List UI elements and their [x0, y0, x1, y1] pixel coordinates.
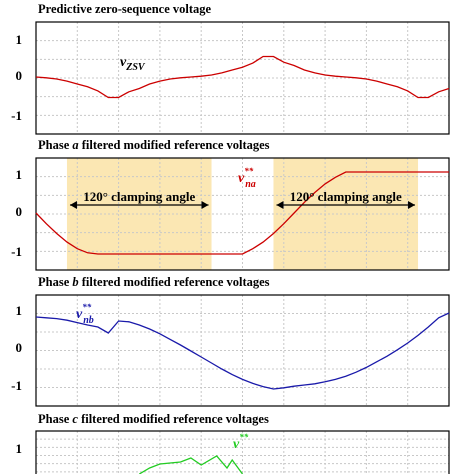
arrowhead-right: [201, 201, 209, 209]
panel-1-ytick-0: 0: [15, 68, 23, 83]
panel-3-title-prefix: Phase: [38, 275, 73, 289]
panel-2-ytick-0: 0: [15, 204, 23, 219]
panel-3-ytick-neg1: -1: [11, 378, 22, 393]
plot-frame-1: [35, 21, 450, 135]
series-label-vna: v** na: [238, 166, 256, 190]
panel-3-ytick-1: 1: [15, 303, 23, 318]
panel-4-title-phase: c: [72, 412, 78, 426]
panel-2-ytick-neg1: -1: [11, 244, 22, 259]
series-label-vnc: v**: [233, 432, 249, 452]
panel-4-ytick-1: 1: [15, 441, 23, 456]
panel-2-ytick-1: 1: [15, 167, 23, 182]
panel-3-title-phase: b: [72, 275, 79, 289]
clamping-label: 120° clamping angle: [83, 189, 195, 204]
plot-frame-3: [35, 294, 450, 407]
series-line-3: [35, 312, 450, 390]
panel-3-ytick-0: 0: [15, 340, 23, 355]
panel-4-title-prefix: Phase: [38, 412, 73, 426]
panel-1-title: Predictive zero-sequence voltage: [38, 2, 212, 16]
panel-4-title-suffix: filtered modified reference voltages: [77, 412, 269, 426]
series-label-vnb: v** nb: [76, 302, 94, 326]
plot-frame-2: [35, 157, 450, 271]
panel-3-title: Phase b filtered modified reference volt…: [38, 275, 270, 290]
arrowhead-left: [69, 201, 77, 209]
arrowhead-left: [276, 201, 284, 209]
series-line-4: [138, 455, 244, 474]
series-line-2: [35, 171, 449, 255]
panel-2-title: Phase a filtered modified reference volt…: [38, 138, 270, 153]
clamping-region-1: [66, 158, 212, 270]
panel-1-ytick-neg1: -1: [11, 108, 22, 123]
arrowhead-right: [408, 201, 416, 209]
clamping-label: 120° clamping angle: [290, 189, 402, 204]
series-label-vzsv: vZSV: [120, 55, 146, 73]
panel-2-title-suffix: filtered modified reference voltages: [78, 138, 270, 152]
panel-3-title-suffix: filtered modified reference voltages: [78, 275, 270, 289]
panel-2-title-prefix: Phase: [38, 138, 73, 152]
panel-2-title-phase: a: [72, 138, 79, 152]
plot-frame-4: [35, 430, 450, 474]
panel-4-title: Phase c filtered modified reference volt…: [38, 412, 269, 427]
series-line-1: [35, 55, 450, 99]
panel-1-ytick-1: 1: [15, 32, 23, 47]
